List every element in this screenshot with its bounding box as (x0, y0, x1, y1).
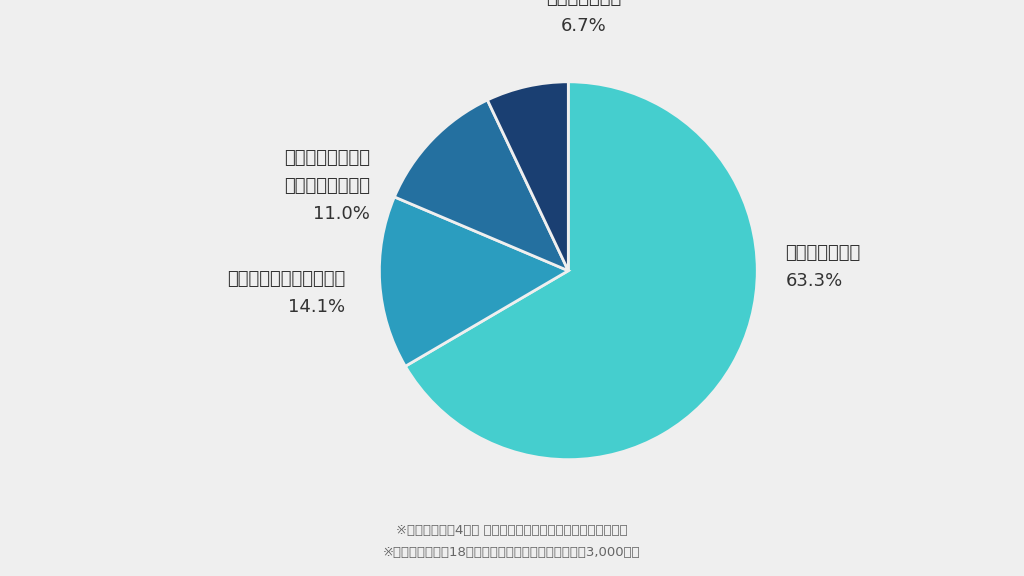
Wedge shape (406, 82, 758, 460)
Text: ※内閣府｜令和4年度 国民生活に関する世論調査を参考に作成
※調査対象：全国18歳以上の日本国籍を有する男女（3,000人）: ※内閣府｜令和4年度 国民生活に関する世論調査を参考に作成 ※調査対象：全国18… (383, 524, 641, 559)
Wedge shape (380, 197, 568, 366)
Text: 自分の才能や能力
を発揮するため
6.7%: 自分の才能や能力 を発揮するため 6.7% (541, 0, 627, 35)
Text: 生きがいを見つけるため
14.1%: 生きがいを見つけるため 14.1% (227, 271, 345, 316)
Text: お金を得るため
63.3%: お金を得るため 63.3% (785, 244, 861, 290)
Wedge shape (487, 82, 568, 271)
Text: 社会の一員として
務めを果たすため
11.0%: 社会の一員として 務めを果たすため 11.0% (284, 149, 370, 222)
Wedge shape (394, 100, 568, 271)
